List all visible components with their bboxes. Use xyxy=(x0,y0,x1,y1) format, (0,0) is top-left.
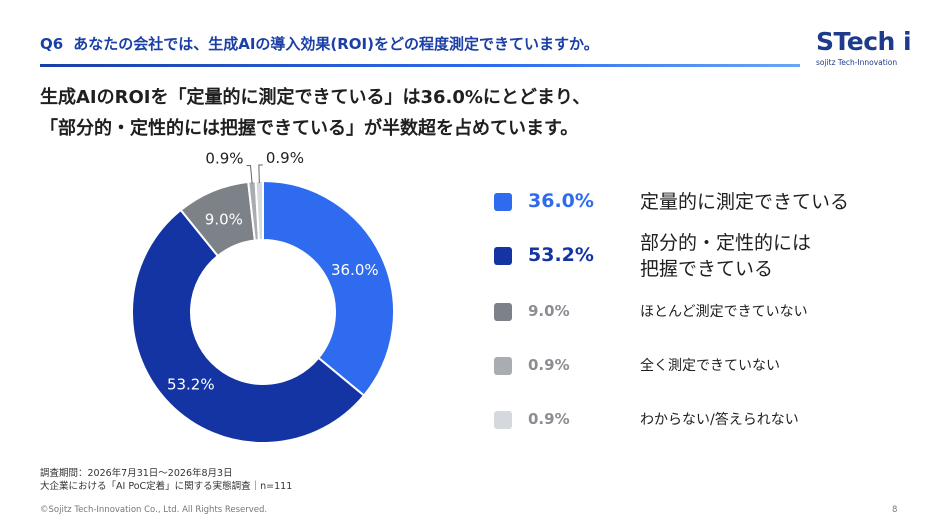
legend-label-line: 定量的に測定できている xyxy=(640,191,850,213)
survey-name: 大企業における「AI PoC定着」に関する実態調査｜n=111 xyxy=(40,481,293,492)
survey-period: 調査期間：2026年7月31日～2026年8月3日 xyxy=(40,468,233,479)
slice-label-2: 53.2% xyxy=(167,375,215,393)
legend-value: 9.0% xyxy=(528,302,570,320)
legend-swatch xyxy=(494,247,512,265)
question-text: あなたの会社では、生成AIの導入効果(ROI)をどの程度測定できていますか。 xyxy=(73,35,599,53)
legend-item: 0.9% 全く測定できていない xyxy=(494,352,914,392)
legend-label: 定量的に測定できている xyxy=(640,189,849,215)
legend-label: わからない/答えられない xyxy=(640,410,799,430)
legend-label: 全く測定できていない xyxy=(640,356,780,376)
slice-label-4: 0.9% xyxy=(205,150,243,168)
legend-label-line: 部分的・定性的には xyxy=(640,232,812,254)
logo-wordmark: STech i xyxy=(816,27,912,56)
legend-label: 部分的・定性的には 把握できている xyxy=(640,230,811,282)
legend-swatch xyxy=(494,411,512,429)
donut-slice-5 xyxy=(254,179,264,242)
legend-label: ほとんど測定できていない xyxy=(640,302,808,322)
question-title: Q6 あなたの会社では、生成AIの導入効果(ROI)をどの程度測定できていますか。 xyxy=(40,33,599,54)
legend-swatch xyxy=(494,357,512,375)
question-number: Q6 xyxy=(40,35,64,53)
legend-swatch xyxy=(494,193,512,211)
headline: 生成AIのROIを「定量的に測定できている」は36.0%にとどまり、 「部分的・… xyxy=(40,82,760,144)
legend-item: 9.0% ほとんど測定できていない xyxy=(494,298,914,338)
survey-info: 調査期間：2026年7月31日～2026年8月3日 大企業における「AI PoC… xyxy=(40,467,292,493)
legend-value: 53.2% xyxy=(528,244,594,266)
page-number: 8 xyxy=(892,505,898,515)
headline-line-2: 「部分的・定性的には把握できている」が半数超を占めています。 xyxy=(40,118,579,139)
title-underline xyxy=(40,64,800,67)
slice-label-5: 0.9% xyxy=(266,149,304,167)
company-logo: STech i sojitz Tech-Innovation xyxy=(816,27,916,68)
slice-label-3: 9.0% xyxy=(205,210,243,228)
legend-item: 53.2% 部分的・定性的には 把握できている xyxy=(494,230,914,280)
legend-label-line: わからない/答えられない xyxy=(640,412,799,428)
logo-tagline: sojitz Tech-Innovation xyxy=(816,58,898,67)
legend-value: 36.0% xyxy=(528,190,594,212)
chart-legend: 36.0% 定量的に測定できている 53.2% 部分的・定性的には 把握できている 9.0… xyxy=(494,0,914,531)
legend-value: 0.9% xyxy=(528,356,570,374)
donut-slice-1 xyxy=(262,179,395,397)
slice-label-1: 36.0% xyxy=(331,261,379,279)
leader-line-4 xyxy=(246,165,253,184)
donut-slice-2 xyxy=(131,208,366,444)
headline-line-1: 生成AIのROIを「定量的に測定できている」は36.0%にとどまり、 xyxy=(40,87,591,108)
legend-value: 0.9% xyxy=(528,410,570,428)
legend-swatch xyxy=(494,303,512,321)
copyright: ©Sojitz Tech-Innovation Co., Ltd. All Ri… xyxy=(40,505,268,515)
legend-label-line: 把握できている xyxy=(640,258,774,280)
legend-item: 0.9% わからない/答えられない xyxy=(494,406,914,446)
legend-item: 36.0% 定量的に測定できている xyxy=(494,188,914,228)
legend-label-line: ほとんど測定できていない xyxy=(640,304,808,320)
legend-label-line: 全く測定できていない xyxy=(640,358,780,374)
leader-line-5 xyxy=(258,164,263,184)
